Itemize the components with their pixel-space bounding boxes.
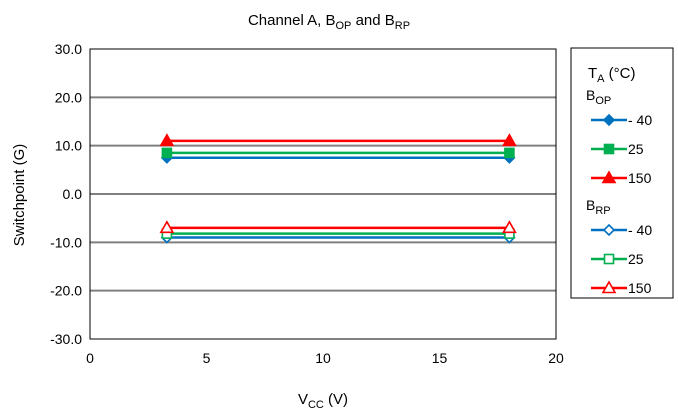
legend-label: 150 <box>628 280 652 296</box>
legend-label: 25 <box>628 141 644 157</box>
legend-marker <box>602 223 616 237</box>
data-point-marker <box>161 147 173 159</box>
x-tick-label: 5 <box>203 350 211 366</box>
legend-entry: - 40 <box>591 112 652 128</box>
legend-entry: 25 <box>591 141 644 157</box>
series-brp-5 <box>159 220 517 234</box>
legend-marker <box>601 170 617 184</box>
y-tick-label: 20.0 <box>55 89 82 105</box>
y-tick-label: -20.0 <box>50 283 82 299</box>
x-tick-label: 15 <box>432 350 448 366</box>
legend-entry: 25 <box>591 251 644 267</box>
x-axis-label: VCC (V) <box>298 391 348 411</box>
series-bop-0 <box>160 151 516 164</box>
legend-entry: - 40 <box>591 222 652 238</box>
gridlines <box>90 96 556 292</box>
data-point-marker <box>159 220 175 234</box>
series-bop-2 <box>159 133 517 147</box>
legend-label: 150 <box>628 170 652 186</box>
plot-frame <box>89 48 557 340</box>
data-point-marker <box>504 147 515 159</box>
legend-marker <box>602 113 616 127</box>
x-tick-labels: 0 5 10 15 20 <box>86 350 564 366</box>
x-tick-label: 10 <box>315 350 331 366</box>
series-bop-1 <box>161 147 515 159</box>
data-point-marker <box>159 133 175 147</box>
x-tick-label: 0 <box>86 350 94 366</box>
data-point-marker <box>502 133 517 147</box>
series-layer <box>159 133 517 244</box>
y-tick-labels: -30.0 -20.0 -10.0 0.0 10.0 20.0 30.0 <box>50 41 82 347</box>
legend-label: 25 <box>628 251 644 267</box>
legend-marker <box>603 253 615 265</box>
legend-label: - 40 <box>628 222 652 238</box>
y-axis-label: Switchpoint (G) <box>11 144 28 247</box>
data-point-marker <box>502 220 517 234</box>
legend-group-brp: BRP <box>586 197 611 217</box>
x-tick-label: 20 <box>548 350 564 366</box>
legend-entry: 150 <box>591 170 652 186</box>
legend: TA (°C) BOP BRP - 40 25 150 - 40 25 150 <box>570 47 674 299</box>
legend-label: - 40 <box>628 112 652 128</box>
legend-entry: 150 <box>591 280 652 296</box>
legend-marker <box>601 280 617 294</box>
legend-title: TA (°C) <box>588 65 636 85</box>
y-tick-label: 10.0 <box>55 138 82 154</box>
legend-entries: - 40 25 150 - 40 25 150 <box>591 112 652 296</box>
y-tick-label: -10.0 <box>50 234 82 250</box>
legend-box <box>570 47 674 299</box>
legend-marker <box>603 143 615 155</box>
legend-group-bop: BOP <box>586 87 611 107</box>
chart-title: Channel A, BOP and BRP <box>248 12 410 32</box>
y-tick-label: -30.0 <box>50 331 82 347</box>
y-tick-label: 0.0 <box>63 186 83 202</box>
y-tick-label: 30.0 <box>55 41 82 57</box>
plot-area <box>89 48 557 340</box>
